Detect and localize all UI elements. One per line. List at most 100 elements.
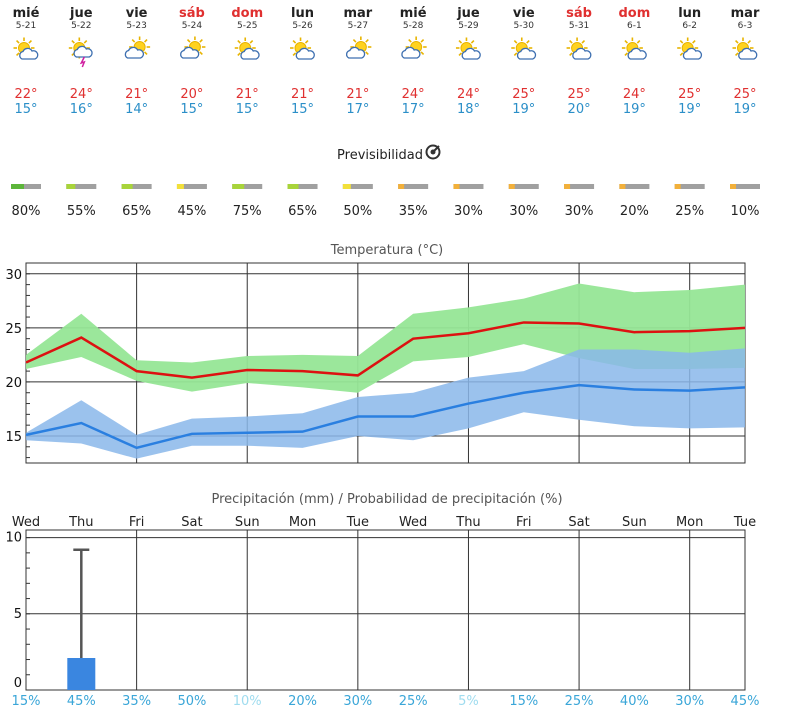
- cloudy-sun-icon: [401, 36, 427, 59]
- day-name: vie: [126, 6, 148, 21]
- predictability-percent: 45%: [177, 204, 206, 219]
- precip-probability: 20%: [288, 694, 317, 709]
- predictability-bar: [619, 184, 650, 189]
- weekday-label: Sun: [235, 515, 260, 530]
- low-temp: 15°: [14, 102, 37, 117]
- day-date: 6-2: [682, 21, 697, 31]
- predictability-percent: 80%: [12, 204, 41, 219]
- day-name: mar: [343, 6, 372, 21]
- low-temp: 17°: [402, 102, 425, 117]
- target-icon: [425, 144, 441, 160]
- high-temp: 21°: [346, 87, 369, 102]
- weekday-label: Sun: [622, 515, 647, 530]
- day-date: 5-27: [348, 21, 368, 31]
- weekday-label: Mon: [676, 515, 703, 530]
- day-date: 5-30: [514, 21, 535, 31]
- low-temp: 14°: [125, 102, 148, 117]
- day-date: 5-31: [569, 21, 589, 31]
- min-temp-line: [25, 383, 746, 450]
- precip-probability: 45%: [67, 694, 96, 709]
- weekday-label: Tue: [346, 515, 369, 530]
- weekday-label: Tue: [733, 515, 756, 530]
- high-temp: 22°: [14, 87, 37, 102]
- weekday-label: Sat: [568, 515, 589, 530]
- partly-cloudy-icon: [677, 37, 703, 60]
- predictability-percent: 75%: [233, 204, 262, 219]
- weekday-label: Wed: [399, 515, 427, 530]
- precip-probability: 10%: [233, 694, 262, 709]
- precip-probability: 5%: [458, 694, 479, 709]
- precipitation-chart-title: Precipitación (mm) / Probabilidad de pre…: [211, 492, 562, 507]
- predictability-percent: 35%: [399, 204, 428, 219]
- predictability-bar: [176, 184, 207, 189]
- min-temp-range-band: [26, 348, 745, 459]
- predictability-percent: 20%: [620, 204, 649, 219]
- precip-probability: 50%: [177, 694, 206, 709]
- predictability-bar: [342, 184, 373, 189]
- weekday-label: Thu: [68, 515, 93, 530]
- high-temp: 21°: [125, 87, 148, 102]
- weekday-label: Sat: [181, 515, 202, 530]
- predictability-percent: 25%: [675, 204, 704, 219]
- predictability-bar: [730, 184, 760, 189]
- day-date: 5-23: [126, 21, 146, 31]
- predictability-bar: [674, 184, 705, 189]
- precip-probability: 15%: [509, 694, 538, 709]
- high-temp: 24°: [623, 87, 646, 102]
- precip-probability: 15%: [12, 694, 41, 709]
- predictability-percent: 50%: [343, 204, 372, 219]
- day-date: 5-26: [292, 21, 313, 31]
- day-date: 6-1: [627, 21, 642, 31]
- temperature-chart: Temperatura (°C) 15 20 25 30: [5, 243, 746, 464]
- high-temp: 25°: [678, 87, 701, 102]
- weekday-label: Wed: [12, 515, 40, 530]
- partly-cloudy-icon: [290, 37, 315, 60]
- predictability-percent: 65%: [122, 204, 151, 219]
- predictability-bar: [564, 184, 595, 189]
- low-temp: 19°: [733, 102, 756, 117]
- predictability-bar: [453, 184, 484, 189]
- thunderstorm-icon: [68, 37, 93, 68]
- day-date: 5-29: [458, 21, 479, 31]
- precip-tick-label: 10: [5, 531, 22, 546]
- high-temp: 24°: [457, 87, 480, 102]
- day-name: sáb: [179, 6, 205, 21]
- precipitation-error-bar: [73, 548, 90, 658]
- day-name: vie: [513, 6, 535, 21]
- precip-tick-label: 0: [14, 676, 22, 691]
- day-date: 5-28: [403, 21, 424, 31]
- precip-probability: 25%: [565, 694, 594, 709]
- predictability-bar: [11, 184, 41, 189]
- cloudy-sun-icon: [180, 36, 206, 59]
- predictability-title: Previsibilidad: [337, 148, 423, 163]
- predictability-bar: [121, 184, 152, 189]
- temperature-chart-title: Temperatura (°C): [330, 243, 443, 258]
- temp-tick-label: 25: [5, 322, 22, 337]
- predictability-bar: [66, 184, 97, 189]
- partly-cloudy-icon: [511, 37, 537, 60]
- high-temp: 20°: [180, 87, 203, 102]
- temp-tick-label: 20: [5, 376, 22, 391]
- day-name: mié: [13, 6, 40, 21]
- partly-cloudy-icon: [732, 37, 758, 60]
- day-name: mar: [731, 6, 760, 21]
- high-temp: 25°: [512, 87, 535, 102]
- low-temp: 20°: [568, 102, 591, 117]
- precipitation-bar: [67, 658, 96, 690]
- low-temp: 19°: [678, 102, 701, 117]
- high-temp: 25°: [733, 87, 756, 102]
- low-temp: 18°: [457, 102, 480, 117]
- predictability-percent: 10%: [731, 204, 760, 219]
- low-temp: 19°: [623, 102, 646, 117]
- low-temp: 19°: [512, 102, 535, 117]
- predictability-bar: [232, 184, 263, 189]
- precip-probability: 25%: [399, 694, 428, 709]
- day-name: mié: [400, 6, 427, 21]
- day-date: 5-24: [182, 21, 203, 31]
- temp-tick-label: 15: [5, 430, 22, 445]
- precip-probability: 45%: [731, 694, 760, 709]
- precipitation-plot-area: [25, 529, 746, 691]
- precip-probability: 35%: [122, 694, 151, 709]
- precip-probability: 30%: [343, 694, 372, 709]
- predictability-bar: [508, 184, 539, 189]
